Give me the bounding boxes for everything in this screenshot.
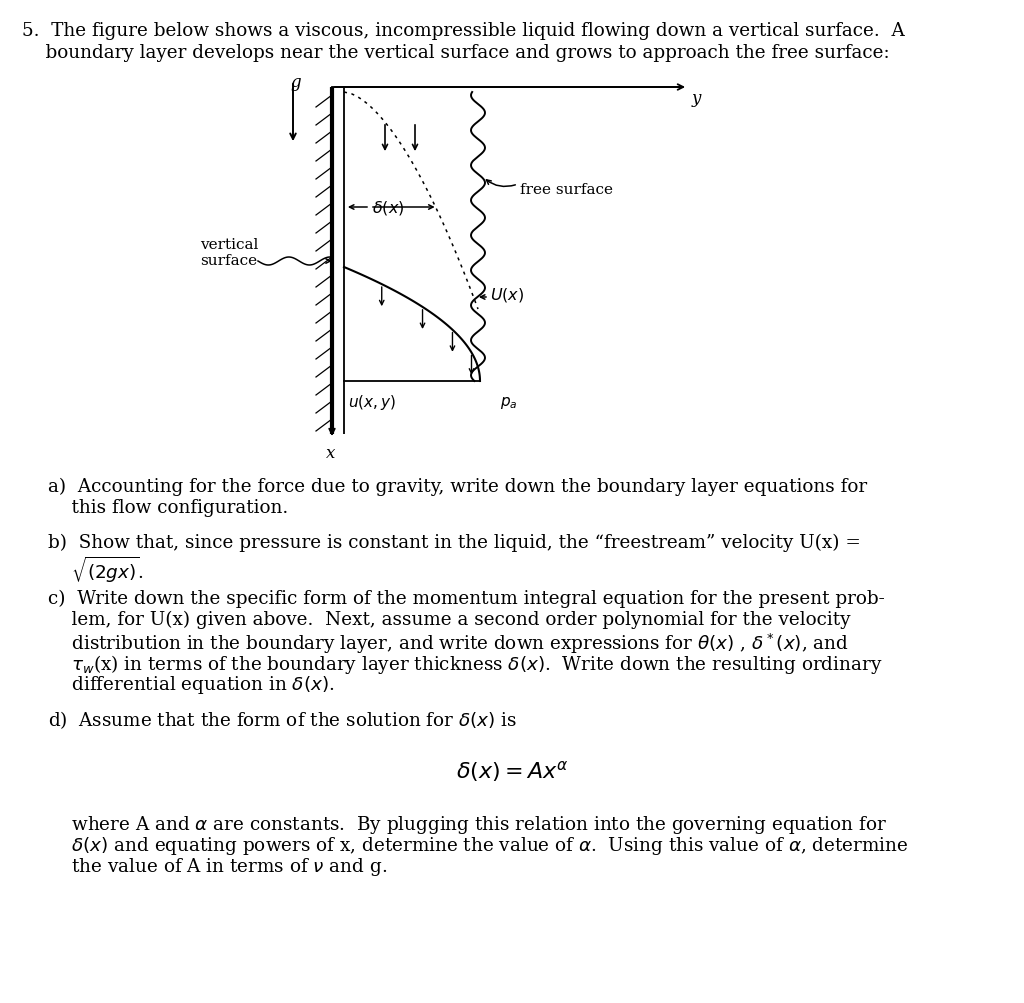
Text: y: y bbox=[692, 90, 701, 107]
Text: $p_a$: $p_a$ bbox=[500, 394, 517, 410]
Text: 5.  The figure below shows a viscous, incompressible liquid flowing down a verti: 5. The figure below shows a viscous, inc… bbox=[22, 22, 905, 40]
Text: x: x bbox=[326, 444, 336, 461]
Text: $\delta(x)$: $\delta(x)$ bbox=[372, 199, 404, 217]
Text: lem, for U(x) given above.  Next, assume a second order polynomial for the veloc: lem, for U(x) given above. Next, assume … bbox=[48, 611, 851, 629]
Text: the value of A in terms of $\nu$ and g.: the value of A in terms of $\nu$ and g. bbox=[48, 856, 387, 878]
Text: $\delta(x)$ and equating powers of x, determine the value of $\alpha$.  Using th: $\delta(x)$ and equating powers of x, de… bbox=[48, 834, 908, 857]
Text: where A and $\alpha$ are constants.  By plugging this relation into the governin: where A and $\alpha$ are constants. By p… bbox=[48, 813, 887, 835]
Text: boundary layer develops near the vertical surface and grows to approach the free: boundary layer develops near the vertica… bbox=[22, 44, 890, 62]
Text: a)  Accounting for the force due to gravity, write down the boundary layer equat: a) Accounting for the force due to gravi… bbox=[48, 477, 867, 495]
Text: $\sqrt{(2gx)}$.: $\sqrt{(2gx)}$. bbox=[48, 555, 144, 585]
Text: b)  Show that, since pressure is constant in the liquid, the “freestream” veloci: b) Show that, since pressure is constant… bbox=[48, 534, 861, 552]
Text: c)  Write down the specific form of the momentum integral equation for the prese: c) Write down the specific form of the m… bbox=[48, 590, 885, 608]
Text: surface: surface bbox=[200, 254, 257, 268]
Text: $\delta(x) = Ax^{\alpha}$: $\delta(x) = Ax^{\alpha}$ bbox=[456, 758, 568, 783]
Text: $\tau_w$(x) in terms of the boundary layer thickness $\delta(x)$.  Write down th: $\tau_w$(x) in terms of the boundary lay… bbox=[48, 652, 883, 675]
Text: $u(x,y)$: $u(x,y)$ bbox=[348, 392, 396, 411]
Text: distribution in the boundary layer, and write down expressions for $\theta(x)$ ,: distribution in the boundary layer, and … bbox=[48, 631, 849, 655]
Text: d)  Assume that the form of the solution for $\delta(x)$ is: d) Assume that the form of the solution … bbox=[48, 708, 517, 730]
Text: g: g bbox=[290, 74, 301, 91]
Text: free surface: free surface bbox=[520, 183, 613, 197]
Text: differential equation in $\delta(x)$.: differential equation in $\delta(x)$. bbox=[48, 673, 335, 695]
Text: this flow configuration.: this flow configuration. bbox=[48, 498, 288, 517]
Text: vertical: vertical bbox=[200, 238, 258, 252]
Text: $U(x)$: $U(x)$ bbox=[490, 286, 524, 304]
